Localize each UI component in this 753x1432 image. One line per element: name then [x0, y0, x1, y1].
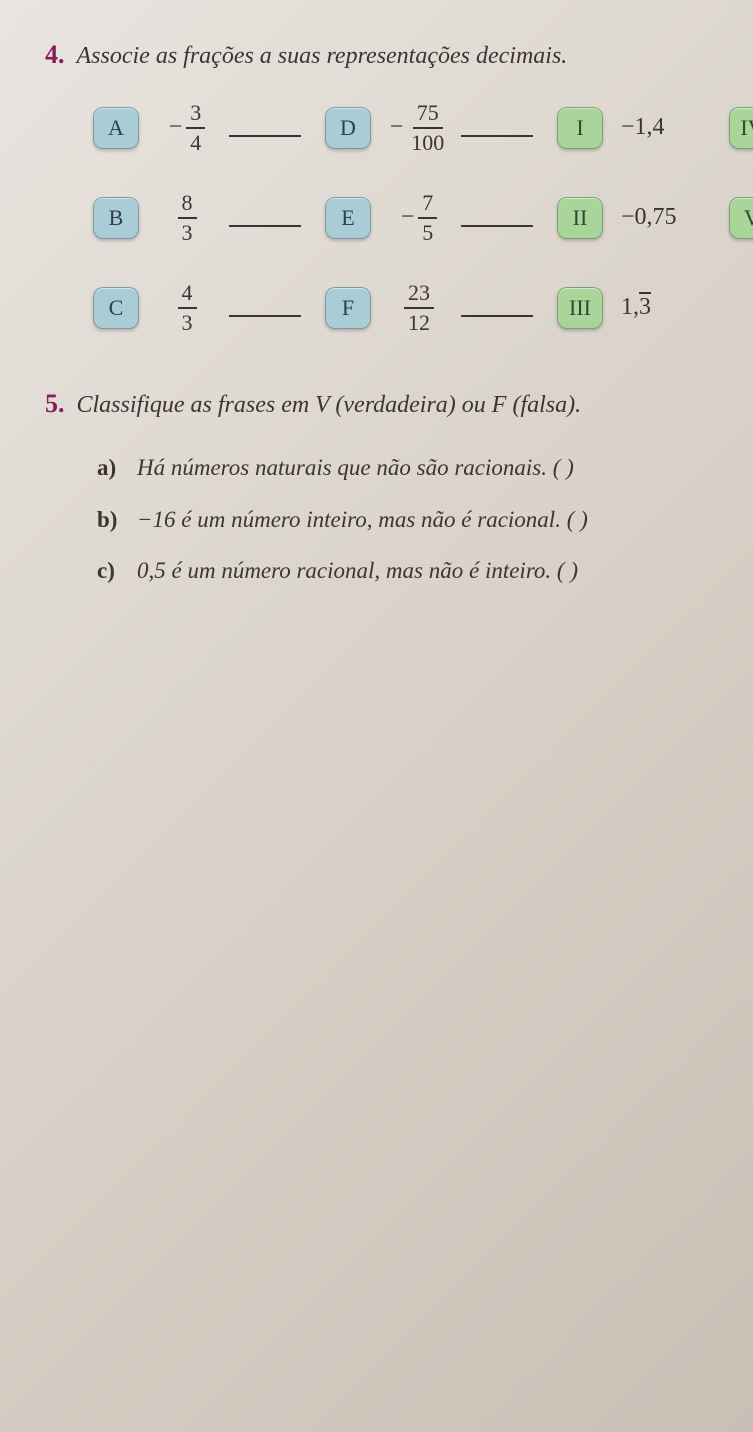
- neg-sign: −: [169, 114, 183, 141]
- decimal-i: −1,4: [621, 114, 711, 141]
- q4-row-1: A − 3 4 D − 75 100: [45, 102, 708, 154]
- q5-items: a) Há números naturais que não são racio…: [45, 450, 708, 589]
- q4-row-2: B 8 3 E − 7 5: [45, 192, 708, 244]
- decimal-ii: −0,75: [621, 204, 711, 231]
- answer-blank[interactable]: [229, 298, 301, 317]
- answer-blank[interactable]: [229, 208, 301, 227]
- q5-item-a: a) Há números naturais que não são racio…: [97, 450, 708, 486]
- box-i: I: [557, 107, 603, 149]
- fraction-e: − 7 5: [389, 192, 539, 244]
- item-text: −16 é um número inteiro, mas não é racio…: [137, 502, 588, 538]
- item-text: 0,5 é um número racional, mas não é inte…: [137, 553, 578, 589]
- q4-header: 4. Associe as frações a suas representaç…: [45, 40, 708, 74]
- q5-item-c: c) 0,5 é um número racional, mas não é i…: [97, 553, 708, 589]
- fraction-d: − 75 100: [389, 102, 539, 154]
- answer-blank[interactable]: [461, 118, 533, 137]
- q5-item-b: b) −16 é um número inteiro, mas não é ra…: [97, 502, 708, 538]
- neg-sign: −: [390, 114, 404, 141]
- q4-row-3: C 4 3 F 23 12: [45, 282, 708, 334]
- q5-prompt: Classifique as frases em V (verdadeira) …: [77, 389, 709, 423]
- box-iv: IV: [729, 107, 753, 149]
- item-letter: c): [97, 553, 125, 589]
- question-4: 4. Associe as frações a suas representaç…: [45, 40, 708, 334]
- fraction-b: 8 3: [157, 192, 307, 244]
- neg-sign: −: [401, 204, 415, 231]
- box-c: C: [93, 287, 139, 329]
- answer-blank[interactable]: [461, 208, 533, 227]
- fraction-c: 4 3: [157, 282, 307, 334]
- box-ii: II: [557, 197, 603, 239]
- item-letter: b): [97, 502, 125, 538]
- box-b: B: [93, 197, 139, 239]
- fraction-f: 23 12: [389, 282, 539, 334]
- answer-blank[interactable]: [229, 118, 301, 137]
- item-letter: a): [97, 450, 125, 486]
- box-v: V: [729, 197, 753, 239]
- box-a: A: [93, 107, 139, 149]
- q4-prompt: Associe as frações a suas representações…: [77, 40, 709, 74]
- decimal-iii: 1,3: [621, 294, 711, 321]
- box-d: D: [325, 107, 371, 149]
- box-e: E: [325, 197, 371, 239]
- q4-number: 4.: [45, 40, 65, 70]
- q5-header: 5. Classifique as frases em V (verdadeir…: [45, 389, 708, 423]
- fraction-a: − 3 4: [157, 102, 307, 154]
- item-text: Há números naturais que não são racionai…: [137, 450, 574, 486]
- box-f: F: [325, 287, 371, 329]
- question-5: 5. Classifique as frases em V (verdadeir…: [45, 389, 708, 590]
- box-iii: III: [557, 287, 603, 329]
- q5-number: 5.: [45, 389, 65, 419]
- answer-blank[interactable]: [461, 298, 533, 317]
